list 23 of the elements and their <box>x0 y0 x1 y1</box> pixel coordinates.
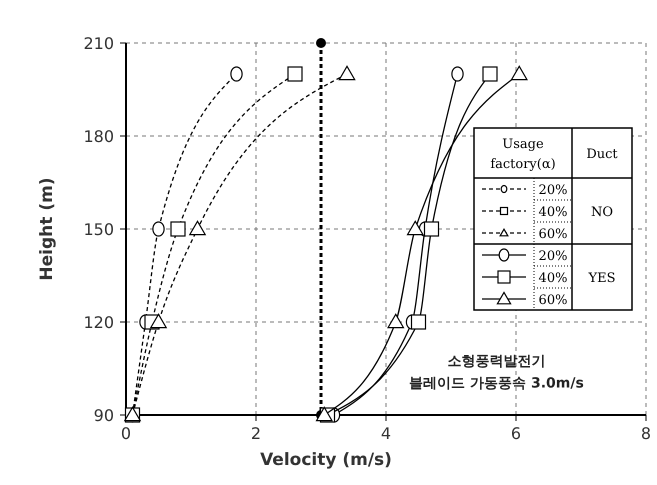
x-axis-title: Velocity (m/s) <box>260 450 392 470</box>
y-tick-label: 150 <box>83 220 114 239</box>
annotation: YES <box>588 271 616 286</box>
legend-label: 60% <box>538 293 568 308</box>
x-tick-label: 8 <box>640 424 652 443</box>
annotation: Duct <box>586 147 618 162</box>
y-tick-label: 120 <box>83 313 114 332</box>
y-tick-label: 180 <box>83 127 114 146</box>
y-tick-label: 90 <box>94 406 114 425</box>
legend-label: 40% <box>538 205 568 220</box>
legend-label: 20% <box>538 249 568 264</box>
legend-label: 40% <box>538 271 568 286</box>
x-tick-label: 6 <box>510 424 522 443</box>
legend-title: Usage factory(α) <box>490 137 556 172</box>
legend-label: 60% <box>538 227 568 242</box>
annotation: NO <box>590 205 614 220</box>
x-tick-label: 0 <box>120 424 132 443</box>
legend-label: 20% <box>538 183 568 198</box>
y-tick-label: 210 <box>83 34 114 53</box>
y-axis-title: Height (m) <box>37 177 57 281</box>
annotation: 소형풍력발전기 블레이드 가동풍속 3.0m/s <box>409 353 584 392</box>
x-tick-label: 4 <box>380 424 392 443</box>
x-tick-label: 2 <box>250 424 262 443</box>
